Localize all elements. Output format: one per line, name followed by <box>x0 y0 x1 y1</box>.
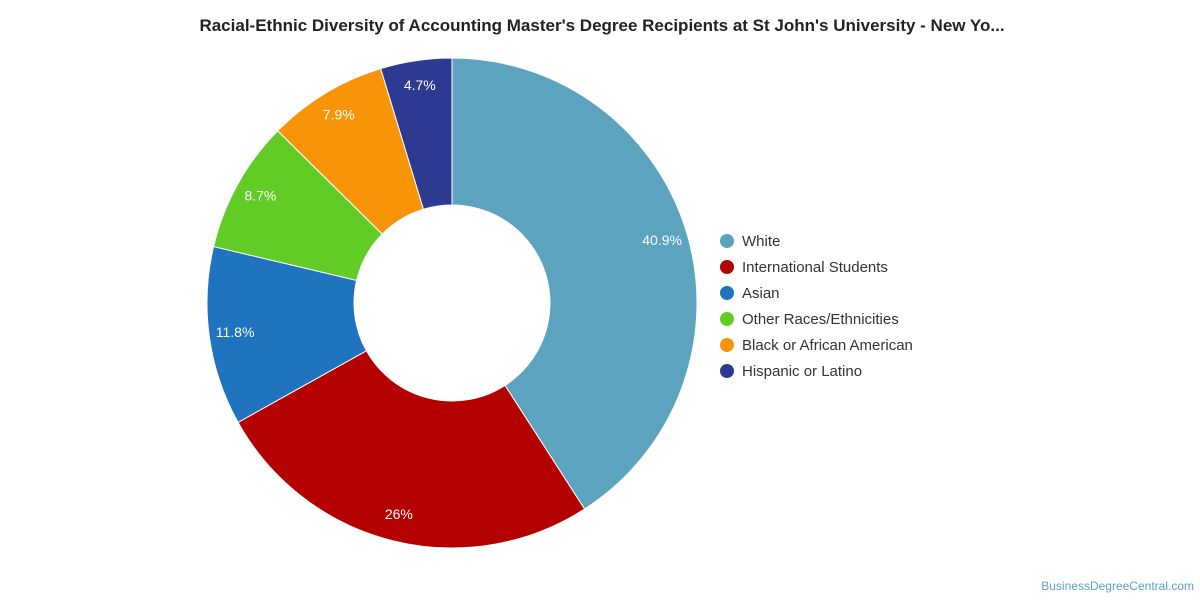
legend-swatch <box>720 312 734 326</box>
legend-label: Other Races/Ethnicities <box>742 310 899 328</box>
donut-slice[interactable] <box>237 350 586 549</box>
donut-slice[interactable] <box>380 57 453 210</box>
legend-swatch <box>720 364 734 378</box>
legend-swatch <box>720 286 734 300</box>
legend-item[interactable]: Asian <box>720 280 913 306</box>
slice-value-label: 8.7% <box>244 188 276 204</box>
slice-value-label: 11.8% <box>216 324 255 340</box>
donut-slice[interactable] <box>206 245 368 424</box>
source-credit[interactable]: BusinessDegreeCentral.com <box>1041 579 1194 593</box>
legend-swatch <box>720 260 734 274</box>
slice-value-label: 7.9% <box>323 106 355 122</box>
donut-slice-labels: 40.9% 26% 11.8% 8.7% 7.9% 4.7% <box>216 77 682 522</box>
legend-item[interactable]: International Students <box>720 254 913 280</box>
legend-swatch <box>720 234 734 248</box>
legend-label: White <box>742 232 781 250</box>
chart-legend: White International Students Asian Other Ra… <box>720 228 913 384</box>
donut-slice[interactable] <box>451 57 698 510</box>
legend-item[interactable]: White <box>720 228 913 254</box>
chart-title: Racial-Ethnic Diversity of Accounting Ma… <box>199 16 1005 35</box>
legend-label: Asian <box>742 284 780 302</box>
donut-slices <box>206 57 698 549</box>
slice-value-label: 40.9% <box>642 232 682 248</box>
slice-value-label: 26% <box>385 506 413 522</box>
legend-item[interactable]: Hispanic or Latino <box>720 358 913 384</box>
legend-label: Hispanic or Latino <box>742 362 863 380</box>
legend-label: International Students <box>742 258 888 276</box>
slice-value-label: 4.7% <box>404 77 436 93</box>
legend-item[interactable]: Other Races/Ethnicities <box>720 306 913 332</box>
legend-label: Black or African American <box>742 336 913 354</box>
legend-item[interactable]: Black or African American <box>720 332 913 358</box>
legend-swatch <box>720 338 734 352</box>
